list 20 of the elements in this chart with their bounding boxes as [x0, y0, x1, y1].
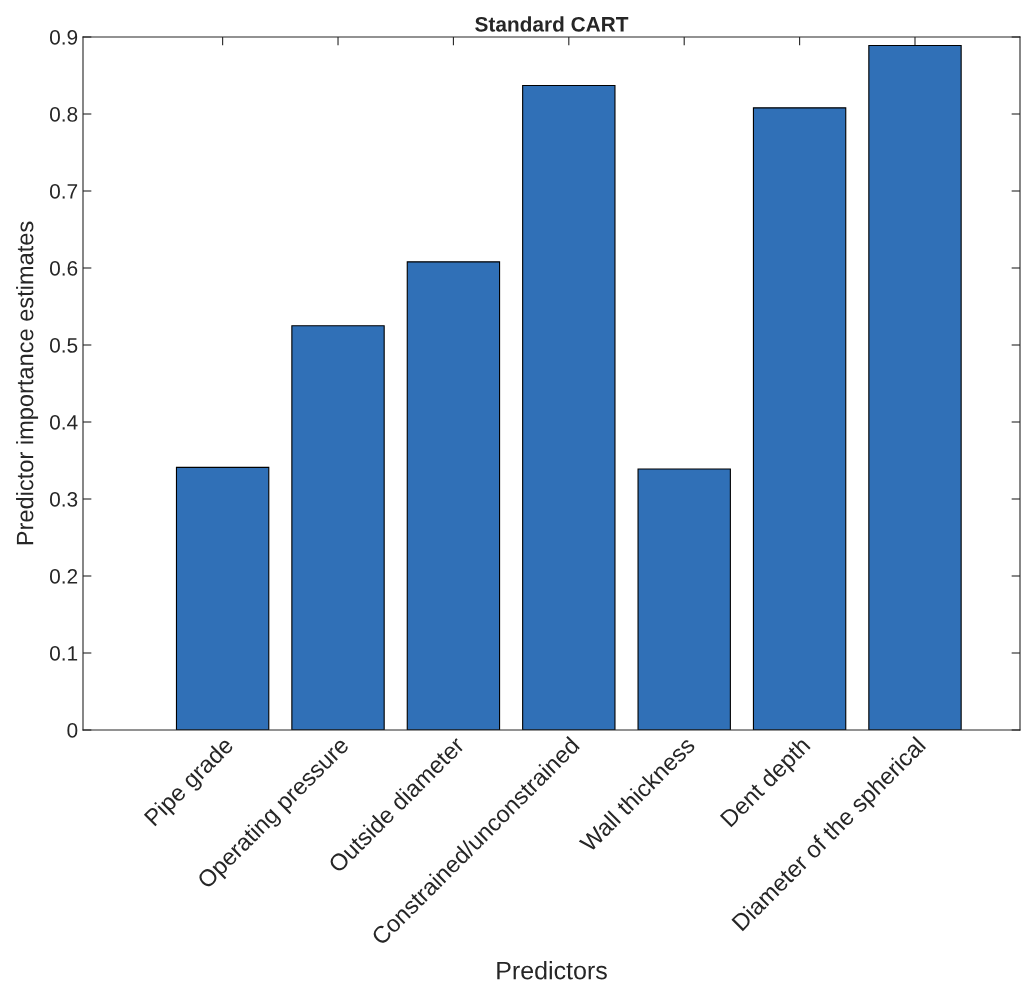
bar	[637, 468, 731, 730]
y-tick-label: 0.8	[49, 107, 78, 122]
bar	[291, 325, 385, 730]
y-tick-label: 0.4	[49, 415, 78, 430]
bar	[752, 107, 847, 730]
chart-title: Standard CART	[475, 16, 629, 32]
bar	[522, 84, 616, 730]
y-tick-label: 0.9	[49, 30, 78, 45]
y-tick-label: 0.6	[49, 261, 78, 276]
y-tick-label: 0.7	[49, 184, 78, 199]
y-tick-label: 0.1	[49, 646, 78, 661]
bar	[868, 44, 962, 730]
y-tick-label: 0	[67, 723, 78, 738]
bar	[406, 261, 501, 730]
y-tick-label: 0.5	[49, 338, 78, 353]
x-axis-title: Predictors	[497, 961, 607, 980]
y-tick-label: 0.3	[49, 492, 78, 507]
y-tick-label: 0.2	[49, 569, 78, 584]
y-axis-title: Predictor importance estimates	[16, 221, 39, 545]
bar	[175, 466, 270, 730]
